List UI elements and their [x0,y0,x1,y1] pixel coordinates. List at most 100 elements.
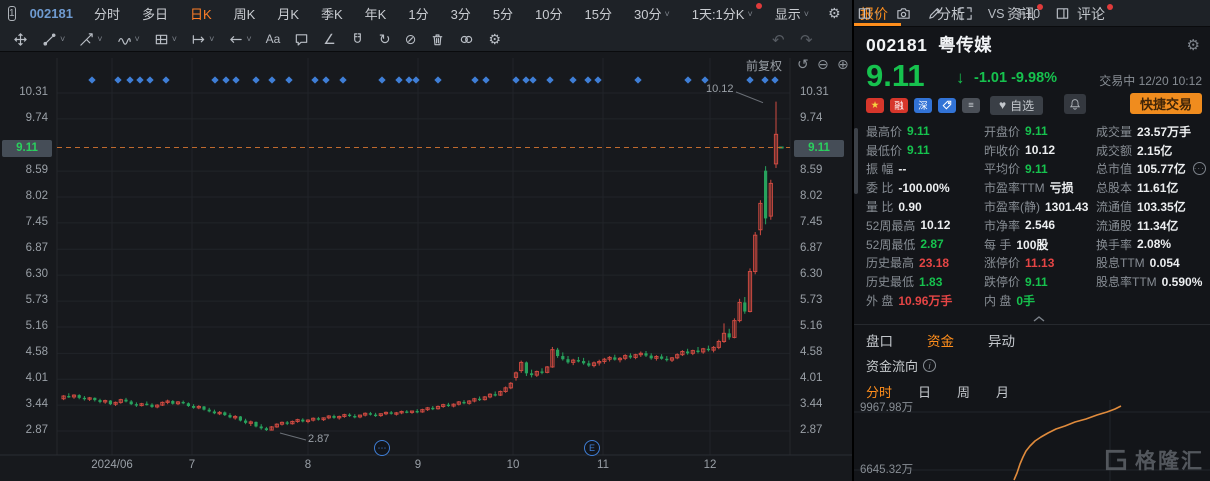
event-dot-icon[interactable] [529,76,537,84]
event-dot-icon[interactable] [395,76,403,84]
event-dot-icon[interactable] [285,76,293,84]
period-tab-10分[interactable]: 10分 [524,0,573,27]
chart-reset-icon[interactable]: ↺ [797,56,809,72]
event-dot-icon[interactable] [584,76,592,84]
event-dot-icon[interactable] [522,76,530,84]
event-dot-icon[interactable] [88,76,96,84]
event-dot-icon[interactable] [771,76,779,84]
event-dot-icon[interactable] [378,76,386,84]
event-dot-icon[interactable] [434,76,442,84]
f10-button[interactable]: F10 [1018,6,1041,21]
quick-trade-button[interactable]: 快捷交易 [1129,93,1202,114]
zoom-out-icon[interactable]: ⊖ [817,56,829,72]
period-tab-周K[interactable]: 周K [223,0,267,27]
alert-bell-icon[interactable] [1064,94,1086,114]
pitchfork-icon[interactable]: ˅ [72,27,109,52]
event-dot-icon[interactable] [252,76,260,84]
flow-tab-日[interactable]: 日 [918,385,932,400]
info-icon[interactable]: i [923,359,937,372]
event-dot-icon[interactable] [569,76,577,84]
panel-tab-报价[interactable]: 报价 [860,5,888,22]
layout-icon[interactable]: ˅ [849,0,888,27]
panel-toggle-icon[interactable] [1047,0,1078,27]
connect-badge[interactable]: 深 [914,97,932,113]
period-tab-15分[interactable]: 15分 [574,0,623,27]
wave-icon[interactable]: ˅ [110,27,147,52]
event-dot-icon[interactable] [684,76,692,84]
candlestick-chart[interactable] [0,52,852,481]
event-dot-icon[interactable] [634,76,642,84]
period-tab-5分[interactable]: 5分 [482,0,524,27]
more-icon[interactable]: ··· [1192,162,1206,176]
zoom-in-icon[interactable]: ⊕ [837,56,849,72]
period-tab-1天:1分K[interactable]: 1天:1分K ˅ [681,0,764,27]
section-tab-盘口[interactable]: 盘口 [866,334,893,349]
panel-gear-icon[interactable]: ⚙ [1186,37,1200,54]
list-badge[interactable]: ≡ [962,97,980,113]
axis-marker-icon[interactable]: E [584,440,600,456]
panel-tab-评论[interactable]: 评论 [1077,0,1113,27]
event-dot-icon[interactable] [268,76,276,84]
period-tab-1分[interactable]: 1分 [397,0,439,27]
flow-tab-月[interactable]: 月 [996,385,1010,400]
vs-button[interactable]: VS [987,6,1005,21]
toolbar-symbol[interactable]: 002181 [29,6,73,21]
event-dot-icon[interactable] [136,76,144,84]
period-tab-年K[interactable]: 年K [354,0,398,27]
trash-icon[interactable] [423,27,452,52]
pencil-icon[interactable] [919,0,950,27]
collapse-chevron-icon[interactable] [1032,311,1046,326]
event-dot-icon[interactable] [126,76,134,84]
event-dot-icon[interactable] [546,76,554,84]
flow-tab-分时[interactable]: 分时 [866,385,893,400]
section-tab-异动[interactable]: 异动 [988,334,1015,349]
period-tab-月K[interactable]: 月K [266,0,310,27]
compare-icon[interactable] [452,27,481,52]
event-dot-icon[interactable] [339,76,347,84]
period-tab-显示[interactable]: 显示 ˅ [764,0,820,27]
fullscreen-icon[interactable] [950,0,981,27]
arrow-icon[interactable]: ˅ [221,27,258,52]
event-dot-icon[interactable] [412,76,420,84]
tag-badge[interactable] [938,97,956,113]
draw-settings-icon[interactable]: ⚙ [488,30,501,47]
add-watchlist-button[interactable]: ♥ 自选 [990,95,1044,115]
event-dot-icon[interactable] [322,76,330,84]
adjust-mode-label[interactable]: 前复权 [746,59,783,73]
fund-flow-chart[interactable] [854,400,1210,481]
undo-icon[interactable]: ↶ [772,31,785,49]
candlestick-chart-region[interactable]: 10.31 9.74 8.59 8.02 7.45 6.87 6.30 5.73 5.16 4.5… [0,52,852,481]
period-tab-分时[interactable]: 分时 [83,0,131,27]
event-dot-icon[interactable] [746,76,754,84]
event-dot-icon[interactable] [471,76,479,84]
event-dot-icon[interactable] [482,76,490,84]
redo-icon[interactable]: ↷ [800,31,813,49]
chart-settings-icon[interactable]: ⚙ [828,5,841,21]
event-dot-icon[interactable] [162,76,170,84]
period-tab-季K[interactable]: 季K [310,0,354,27]
event-dot-icon[interactable] [222,76,230,84]
move-icon[interactable] [6,27,35,52]
pattern-icon[interactable]: ˅ [147,27,184,52]
event-dot-icon[interactable] [405,76,413,84]
text-icon[interactable]: Aa [265,32,281,46]
event-dot-icon[interactable] [761,76,769,84]
event-dot-icon[interactable] [114,76,122,84]
chart-count-icon[interactable]: 1 [8,6,16,21]
flow-tab-周[interactable]: 周 [957,385,971,400]
magnet-icon[interactable] [343,27,372,52]
trendline-icon[interactable]: ˅ [35,27,72,52]
angle-icon[interactable]: ∠ [323,30,336,47]
camera-icon[interactable] [888,0,919,27]
period-tab-日K[interactable]: 日K [179,0,223,27]
event-dot-icon[interactable] [232,76,240,84]
panel-tab-资讯[interactable]: 资讯 [1007,0,1043,27]
period-tab-多日[interactable]: 多日 [131,0,179,27]
market-flag-badge[interactable]: ★ [866,97,884,113]
ban-icon[interactable]: ⊘ [404,30,417,47]
event-dot-icon[interactable] [146,76,154,84]
event-dot-icon[interactable] [311,76,319,84]
period-tab-3分[interactable]: 3分 [440,0,482,27]
margin-badge[interactable]: 融 [890,97,908,113]
panel-tab-分析[interactable]: 分析 [937,5,965,22]
